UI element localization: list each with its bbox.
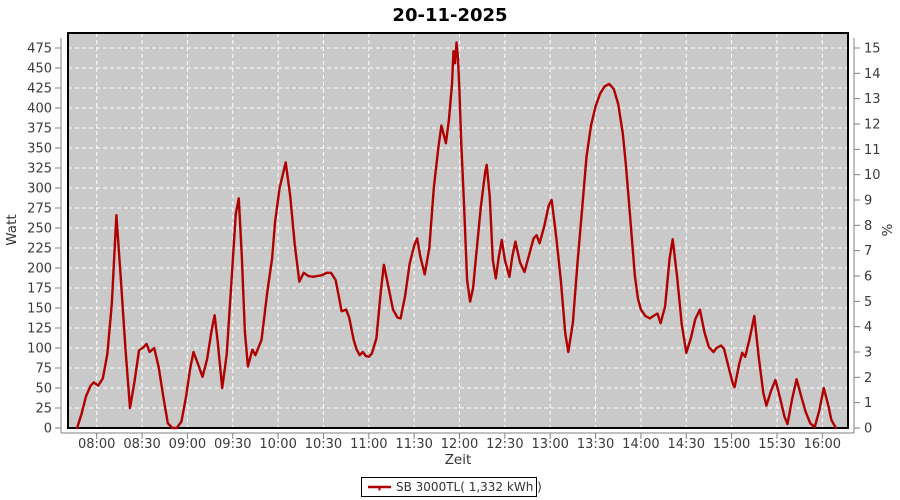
bottom-tick-label: 14:00 [622, 437, 659, 452]
left-tick-label: 450 [27, 62, 52, 77]
bottom-tick-label: 09:30 [214, 437, 251, 452]
right-tick-label: 12 [864, 118, 881, 133]
right-tick-label: 9 [864, 194, 872, 209]
left-tick-label: 150 [27, 302, 52, 317]
bottom-tick-label: 12:00 [441, 437, 478, 452]
left-axis-title: Watt [4, 214, 20, 245]
right-tick-label: 2 [864, 371, 872, 386]
plot-area [68, 33, 848, 428]
left-tick-label: 475 [27, 42, 52, 57]
right-tick-label: 8 [864, 219, 872, 234]
left-tick-label: 225 [27, 242, 52, 257]
right-tick-label: 13 [864, 92, 881, 107]
left-tick-label: 50 [35, 382, 52, 397]
left-tick-label: 400 [27, 102, 52, 117]
legend-box [361, 477, 537, 497]
bottom-tick-label: 09:00 [169, 437, 206, 452]
right-tick-label: 10 [864, 168, 881, 183]
right-tick-label: 5 [864, 295, 872, 310]
right-tick-label: 11 [864, 143, 881, 158]
left-tick-label: 200 [27, 262, 52, 277]
left-tick-label: 0 [44, 422, 52, 437]
x-axis-title: Zeit [445, 452, 472, 468]
right-tick-label: 4 [864, 320, 872, 335]
bottom-tick-label: 10:00 [259, 437, 296, 452]
bottom-tick-label: 16:00 [804, 437, 841, 452]
plot-border [67, 32, 849, 429]
left-tick-label: 175 [27, 282, 52, 297]
bottom-tick-label: 08:00 [78, 437, 115, 452]
right-tick-label: 6 [864, 270, 872, 285]
left-tick-label: 325 [27, 162, 52, 177]
bottom-tick-label: 08:30 [123, 437, 160, 452]
chart-title: 20-11-2025 [392, 5, 507, 26]
bottom-tick-label: 12:30 [486, 437, 523, 452]
left-tick-label: 250 [27, 222, 52, 237]
right-tick-label: 15 [864, 42, 881, 57]
left-tick-label: 375 [27, 122, 52, 137]
right-tick-label: 3 [864, 346, 872, 361]
left-tick-label: 100 [27, 342, 52, 357]
bottom-tick-label: 14:30 [668, 437, 705, 452]
left-tick-label: 125 [27, 322, 52, 337]
bottom-tick-label: 15:00 [713, 437, 750, 452]
right-axis-title: % [878, 224, 894, 237]
legend-label: SB 3000TL( 1,332 kWh ) [396, 480, 542, 494]
bottom-tick-label: 11:30 [395, 437, 432, 452]
right-tick-label: 14 [864, 67, 881, 82]
legend: SB 3000TL( 1,332 kWh ) [361, 477, 542, 497]
right-tick-label: 7 [864, 244, 872, 259]
left-tick-label: 300 [27, 182, 52, 197]
plot-layer: 0255075100125150175200225250275300325350… [27, 32, 881, 452]
right-tick-label: 1 [864, 396, 872, 411]
left-tick-label: 275 [27, 202, 52, 217]
left-tick-label: 350 [27, 142, 52, 157]
right-tick-label: 0 [864, 422, 872, 437]
series-line-sb-3000tl [75, 41, 838, 430]
bottom-tick-label: 13:00 [531, 437, 568, 452]
left-tick-label: 25 [35, 402, 52, 417]
left-tick-label: 75 [35, 362, 52, 377]
left-tick-label: 425 [27, 82, 52, 97]
bottom-tick-label: 11:00 [350, 437, 387, 452]
bottom-tick-label: 10:30 [305, 437, 342, 452]
bottom-tick-label: 15:30 [758, 437, 795, 452]
bottom-tick-label: 13:30 [577, 437, 614, 452]
